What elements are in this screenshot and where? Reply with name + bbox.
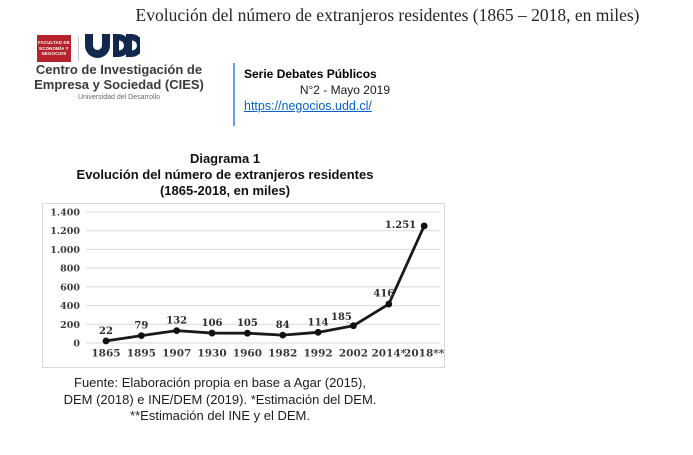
serie-issue: N°2 - Mayo 2019 — [299, 83, 390, 97]
source-note: Fuente: Elaboración propia en base a Aga… — [4, 375, 436, 425]
x-axis-tick-label: 2002 — [339, 348, 368, 360]
y-axis-tick-label: 400 — [60, 301, 80, 312]
serie-block: Serie Debates Públicos N°2 - Mayo 2019 h… — [233, 63, 409, 126]
data-label: 79 — [134, 321, 148, 332]
source-note-line3: **Estimación del INE y el DEM. — [130, 408, 310, 423]
x-axis-tick-label: 1960 — [233, 348, 262, 360]
chart-point — [420, 222, 428, 230]
data-label: 1.251 — [385, 220, 416, 231]
faculty-line-1: FACULTAD DE — [38, 40, 70, 46]
logo-divider — [78, 36, 79, 61]
data-label: 106 — [202, 318, 223, 329]
chart-point — [244, 329, 251, 337]
udd-logo-icon — [84, 33, 143, 64]
university-name: Universidad del Desarrollo — [77, 94, 161, 102]
faculty-line-2: ECONOMÍA Y — [39, 45, 69, 51]
serie-url-link[interactable]: https://negocios.udd.cl/ — [244, 99, 372, 113]
x-axis-tick-label: 1865 — [91, 348, 120, 360]
y-axis-tick-label: 200 — [60, 320, 80, 331]
y-axis-tick-label: 0 — [73, 339, 80, 350]
y-axis-tick-label: 1.200 — [50, 226, 80, 237]
x-axis-tick-label: 2018** — [404, 348, 444, 360]
x-axis-tick-label: 1930 — [197, 348, 226, 360]
data-label: 84 — [276, 320, 290, 331]
x-axis-tick-label: 2014* — [371, 348, 406, 360]
data-label: 114 — [308, 317, 329, 328]
chart-line — [104, 224, 426, 343]
cies-name-line1: Centro de Investigación de — [35, 62, 203, 77]
chart-point — [350, 322, 357, 330]
source-note-line1: Fuente: Elaboración propia en base a Aga… — [74, 375, 366, 390]
chart-heading-diagram: Diagrama 1 — [189, 151, 261, 166]
faculty-logo-box: FACULTAD DE ECONOMÍA Y NEGOCIOS — [37, 35, 71, 62]
y-axis-tick-label: 1.000 — [50, 245, 80, 256]
data-label: 22 — [99, 326, 113, 337]
x-axis-tick-label: 1907 — [162, 348, 191, 360]
line-chart: 0 200 400 600 800 1.000 1.200 1.400 1865 1895 1907… — [42, 203, 445, 368]
chart-heading-subtitle: (1865-2018, en miles) — [159, 183, 291, 198]
chart-heading-title: Evolución del número de extranjeros resi… — [76, 167, 374, 182]
chart-point — [314, 328, 322, 336]
x-axis-tick-label: 1895 — [127, 348, 156, 360]
cies-block: Centro de Investigación de Empresa y Soc… — [26, 62, 212, 102]
chart-point — [279, 331, 287, 339]
university-logo: FACULTAD DE ECONOMÍA Y NEGOCIOS — [37, 33, 143, 64]
faculty-line-3: NEGOCIOS — [41, 51, 67, 57]
chart-point — [102, 337, 110, 345]
cies-name-line2: Empresa y Sociedad (CIES) — [34, 76, 204, 92]
document-title: Evolución del número de extranjeros resi… — [135, 5, 640, 25]
chart-point — [137, 332, 145, 340]
serie-title: Serie Debates Públicos — [244, 67, 377, 81]
chart-svg: 0 200 400 600 800 1.000 1.200 1.400 1865 1895 1907… — [50, 208, 445, 360]
x-axis-tick-label: 1982 — [268, 348, 297, 360]
chart-point — [208, 329, 216, 337]
source-note-line2: DEM (2018) e INE/DEM (2019). *Estimación… — [63, 391, 377, 407]
data-label: 416 — [373, 289, 394, 300]
y-axis-tick-label: 1.400 — [50, 208, 80, 219]
data-label: 105 — [237, 318, 258, 329]
y-axis-tick-label: 800 — [60, 264, 80, 275]
chart-point — [385, 300, 393, 308]
chart-point — [173, 327, 181, 335]
data-label: 132 — [166, 316, 187, 327]
y-axis-tick-label: 600 — [60, 282, 80, 293]
data-label: 185 — [331, 312, 352, 323]
chart-headings: Diagrama 1 Evolución del número de extra… — [15, 151, 435, 199]
x-axis-tick-label: 1992 — [303, 348, 332, 360]
